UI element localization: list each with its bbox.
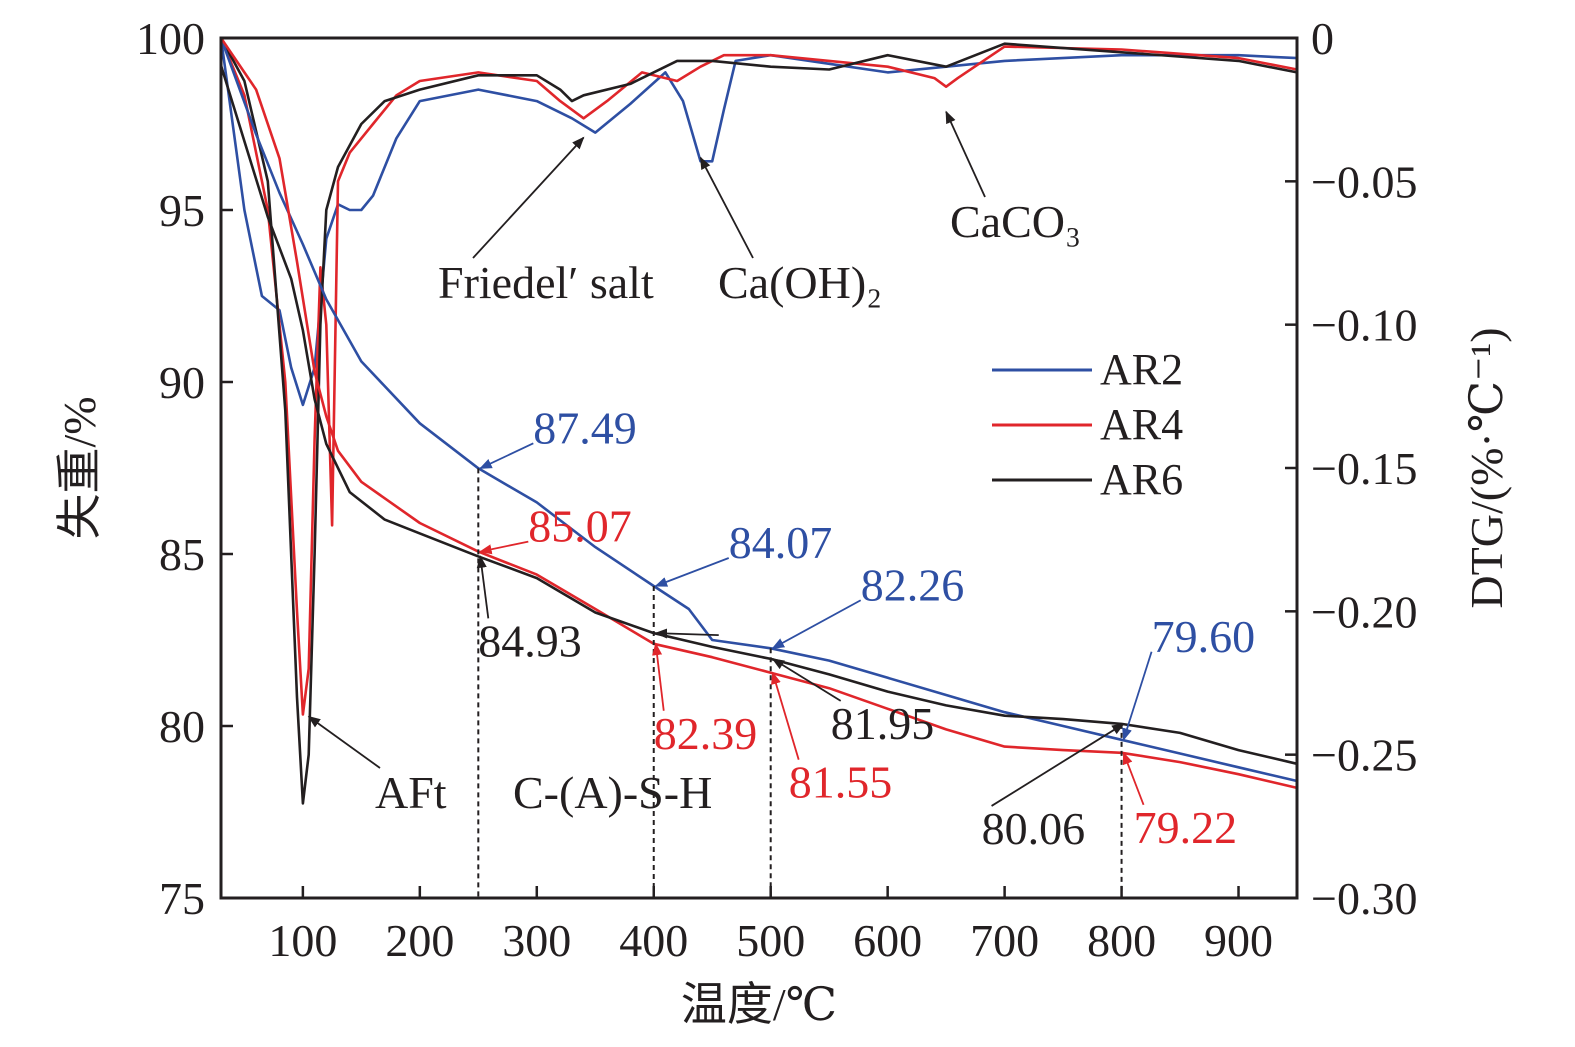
annotation-layer: 87.49 84.07 82.26 79.60 85.07 82.39 81.55 79.22… [307, 110, 1256, 854]
annotation-ar6-250: 84.93 [478, 615, 581, 666]
annotation-ar2-800: 79.60 [1152, 611, 1256, 662]
annotation-ar2-400: 84.07 [729, 517, 833, 568]
pointer-ar2-400 [654, 557, 730, 587]
pointer-ar2-250 [479, 442, 534, 470]
y-left-tick-label: 80 [159, 701, 205, 752]
legend-label-ar6: AR6 [1100, 455, 1183, 504]
phase-label-aft: AFt [375, 767, 447, 818]
x-tick-label: 600 [853, 915, 922, 966]
pointer-ar2-800 [1122, 651, 1153, 741]
annotation-ar4-250: 85.07 [528, 501, 632, 552]
legend: AR2 AR4 AR6 [992, 345, 1183, 504]
pointer-ar2-500 [771, 599, 862, 650]
y-right-tick-label: −0.20 [1311, 586, 1417, 637]
annotation-ar2-500: 82.26 [861, 559, 965, 610]
y-right-tick-label: −0.05 [1311, 156, 1417, 207]
y-right-axis-title: DTG/(%·℃⁻¹) [1461, 327, 1512, 608]
y-left-tick-label: 85 [159, 529, 205, 580]
pointer-ar4-800 [1122, 751, 1145, 806]
x-tick-label: 900 [1204, 915, 1273, 966]
phase-pointer-friedel [472, 136, 585, 259]
pointer-ar6-400 [654, 628, 719, 639]
phase-pointer-caoh2 [699, 156, 754, 259]
dtg-line-ar2 [219, 37, 1298, 407]
x-tick-label: 100 [268, 915, 337, 966]
pointer-ar4-250 [479, 540, 529, 555]
annotation-ar4-800: 79.22 [1134, 802, 1238, 853]
phase-label-caoh2: Ca(OH)₂ [718, 257, 882, 308]
x-tick-label: 400 [619, 915, 688, 966]
x-tick-label: 700 [970, 915, 1039, 966]
tg-line-ar4 [219, 37, 1298, 790]
legend-label-ar4: AR4 [1100, 400, 1183, 449]
y-right-tick-label: −0.15 [1311, 443, 1417, 494]
tg-line-ar6 [219, 65, 1298, 766]
annotation-ar4-500: 81.55 [789, 757, 893, 808]
y-right-tick-label: −0.30 [1311, 873, 1417, 924]
guide-layer [477, 468, 1123, 898]
tg-line-ar2 [219, 37, 1298, 783]
pointer-ar4-400 [652, 642, 665, 711]
phase-label-caco3: CaCO₃ [950, 196, 1081, 247]
y-left-axis-title: 失重/% [54, 396, 105, 539]
phase-label-friedel: Friedel′ salt [438, 257, 654, 308]
y-left-tick-label: 95 [159, 185, 205, 236]
x-tick-label: 800 [1087, 915, 1156, 966]
y-right-tick-label: −0.10 [1311, 300, 1417, 351]
x-axis-title: 温度/℃ [681, 979, 837, 1030]
annotation-ar2-250: 87.49 [533, 402, 637, 453]
phase-pointer-aft [307, 715, 381, 769]
x-tick-label: 500 [736, 915, 805, 966]
y-right-tick-label: −0.25 [1311, 730, 1417, 781]
y-left-tick-label: 90 [159, 357, 205, 408]
annotation-ar6-800: 80.06 [982, 803, 1085, 854]
series-layer [219, 37, 1298, 805]
x-tick-label: 300 [502, 915, 571, 966]
pointer-ar6-800 [991, 723, 1125, 807]
dtg-line-ar6 [219, 37, 1298, 805]
y-left-tick-label: 100 [136, 13, 205, 64]
pointer-ar6-500 [771, 658, 842, 702]
phase-pointer-caco3 [945, 110, 986, 198]
annotation-ar4-400: 82.39 [654, 708, 758, 759]
region-label-csh: C-(A)-S-H [513, 767, 712, 818]
y-right-tick-label: 0 [1311, 13, 1334, 64]
x-tick-label: 200 [385, 915, 454, 966]
pointer-ar4-500 [771, 671, 800, 760]
legend-label-ar2: AR2 [1100, 345, 1183, 394]
pointer-ar6-250 [476, 555, 490, 619]
dtg-line-ar4 [219, 37, 1298, 716]
tick-layer: 100 200 300 400 500 600 700 800 900 75 80 85 90 95 100… [136, 13, 1417, 966]
annotation-ar6-500: 81.95 [831, 698, 935, 749]
y-left-tick-label: 75 [159, 873, 205, 924]
